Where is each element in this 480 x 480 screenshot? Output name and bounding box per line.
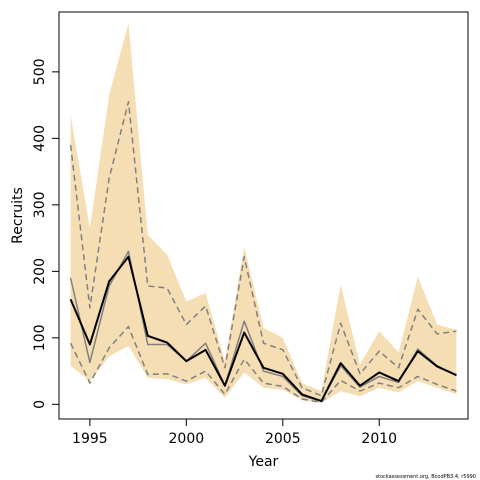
y-tick-label-0: 0 — [32, 400, 48, 409]
x-axis-label: Year — [248, 454, 279, 470]
confidence-band — [70, 23, 457, 404]
x-tick-label-2010: 2010 — [361, 431, 397, 447]
x-tick-label-2005: 2005 — [265, 431, 301, 447]
upper-dashed-line — [69, 101, 457, 397]
x-tick-label-2000: 2000 — [169, 431, 205, 447]
y-axis-label: Recruits — [10, 187, 26, 244]
y-tick-label-500: 500 — [32, 58, 48, 85]
y-tick-label-100: 100 — [32, 324, 48, 351]
plot-frame — [58, 11, 469, 420]
y-tick-label-400: 400 — [32, 125, 48, 152]
estimate-line — [69, 255, 457, 403]
plot-area — [69, 23, 457, 404]
y-tick-label-200: 200 — [32, 258, 48, 285]
lower-dashed-line — [69, 325, 457, 404]
footnote-text: stockassessment.org, BcodPB3.4, r5990 — [375, 474, 476, 480]
y-tick-label-300: 300 — [32, 191, 48, 218]
axes: 1995 2000 2005 2010 0 100 200 300 400 500 — [32, 58, 397, 447]
x-tick-label-1995: 1995 — [72, 431, 108, 447]
